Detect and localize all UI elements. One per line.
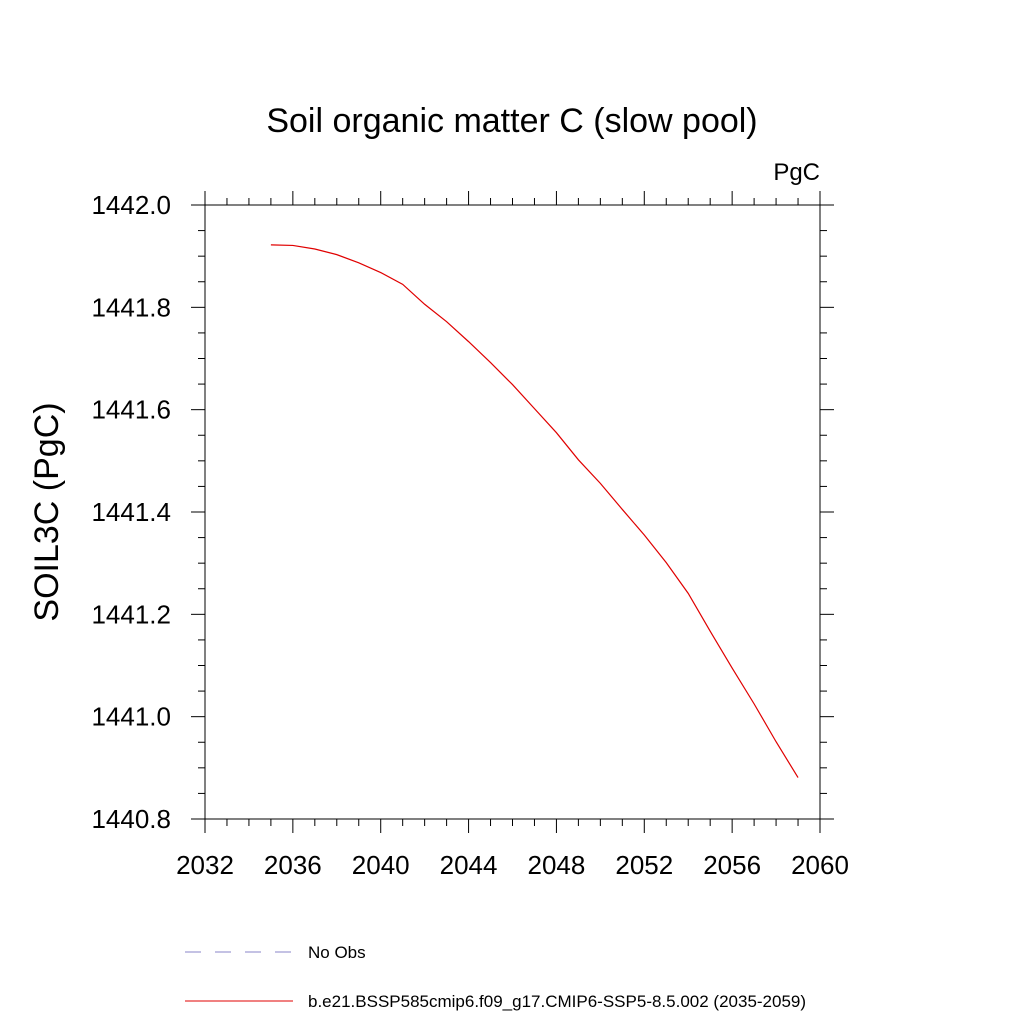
x-tick-label: 2036 xyxy=(264,850,322,880)
x-tick-label: 2044 xyxy=(440,850,498,880)
y-tick-label: 1441.4 xyxy=(91,497,171,527)
x-tick-label: 2040 xyxy=(352,850,410,880)
x-tick-label: 2052 xyxy=(615,850,673,880)
legend-label: No Obs xyxy=(308,943,366,962)
y-tick-label: 1441.2 xyxy=(91,599,171,629)
plot-frame xyxy=(204,204,821,820)
x-tick-label: 2056 xyxy=(703,850,761,880)
y-tick-label: 1441.8 xyxy=(91,292,171,322)
y-tick-label: 1440.8 xyxy=(91,804,171,834)
legend-label: b.e21.BSSP585cmip6.f09_g17.CMIP6-SSP5-8.… xyxy=(308,992,806,1011)
y-tick-label: 1442.0 xyxy=(91,190,171,220)
x-tick-label: 2032 xyxy=(176,850,234,880)
series-layer xyxy=(270,244,799,778)
ticks-layer: 2032 2036 2040 2044 2048 2052 2056 2060 1440.8 14… xyxy=(91,190,848,880)
x-tick-label: 2060 xyxy=(791,850,849,880)
series-line xyxy=(270,244,799,778)
y-axis-label: SOIL3C (PgC) xyxy=(28,402,66,621)
units-label: PgC xyxy=(773,159,820,186)
legend: No Obs b.e21.BSSP585cmip6.f09_g17.CMIP6-S… xyxy=(185,943,806,1011)
x-tick-label: 2048 xyxy=(528,850,586,880)
y-tick-label: 1441.0 xyxy=(91,702,171,732)
y-tick-label: 1441.6 xyxy=(91,395,171,425)
chart-title: Soil organic matter C (slow pool) xyxy=(266,102,757,140)
